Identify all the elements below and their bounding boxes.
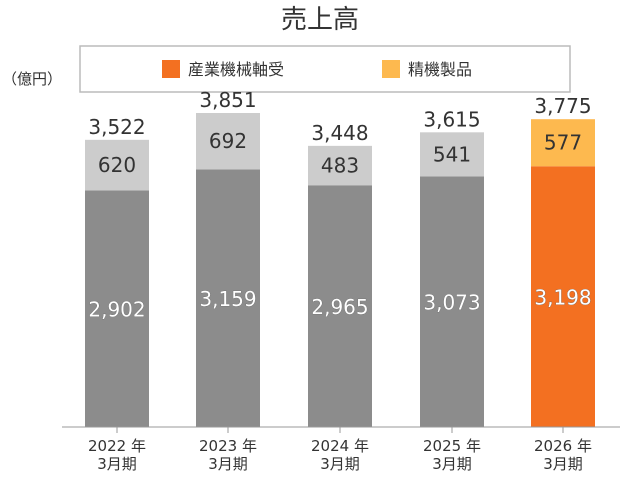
data-label-precision-products: 483 xyxy=(321,154,359,178)
x-tick-label: 2026 年 3月期 xyxy=(534,437,592,473)
x-tick-label: 2025 年 3月期 xyxy=(423,437,481,473)
total-label: 3,851 xyxy=(199,88,256,112)
x-tick-label: 2022 年 3月期 xyxy=(88,437,146,473)
legend-label-precision-products: 精機製品 xyxy=(408,60,472,79)
bar-industrial-bearings xyxy=(308,185,372,427)
legend-label-industrial-bearings: 産業機械軸受 xyxy=(188,60,284,79)
unit-label: （億円） xyxy=(2,70,62,88)
legend-box xyxy=(79,45,571,93)
data-label-industrial-bearings: 2,965 xyxy=(311,295,368,319)
legend-swatch-precision-products xyxy=(382,60,400,78)
total-label: 3,448 xyxy=(311,121,368,145)
data-label-precision-products: 620 xyxy=(98,153,136,177)
bar-precision-products xyxy=(85,139,149,191)
bar-industrial-bearings xyxy=(531,166,595,427)
bar-precision-products xyxy=(308,145,372,186)
x-tick-label: 2023 年 3月期 xyxy=(199,437,257,473)
data-label-precision-products: 541 xyxy=(433,142,471,166)
total-label: 3,615 xyxy=(423,107,480,131)
bar-precision-products xyxy=(420,132,484,177)
bar-precision-products xyxy=(196,113,260,170)
bar-industrial-bearings xyxy=(420,176,484,427)
bar-precision-products xyxy=(531,119,595,167)
data-label-industrial-bearings: 3,073 xyxy=(423,291,480,315)
total-label: 3,522 xyxy=(88,115,145,139)
data-label-industrial-bearings: 3,198 xyxy=(534,286,591,310)
bars: 2,902 620 3,522 3,159 692 3,851 2,965 483 3,448 3… xyxy=(85,88,595,428)
data-label-industrial-bearings: 2,902 xyxy=(88,298,145,322)
x-axis: 2022 年 3月期 2023 年 3月期 2024 年 3月期 2025 年 3月期 2026… xyxy=(88,427,592,473)
x-tick-label: 2024 年 3月期 xyxy=(311,437,369,473)
chart-title: 売上高 xyxy=(281,5,359,35)
legend: 産業機械軸受 精機製品 xyxy=(79,45,571,93)
legend-swatch-industrial-bearings xyxy=(162,60,180,78)
data-label-industrial-bearings: 3,159 xyxy=(199,287,256,311)
bar-industrial-bearings xyxy=(196,169,260,428)
bar-industrial-bearings xyxy=(85,190,149,427)
total-label: 3,775 xyxy=(534,94,591,118)
data-label-precision-products: 692 xyxy=(209,129,247,153)
data-label-precision-products: 577 xyxy=(544,131,582,155)
